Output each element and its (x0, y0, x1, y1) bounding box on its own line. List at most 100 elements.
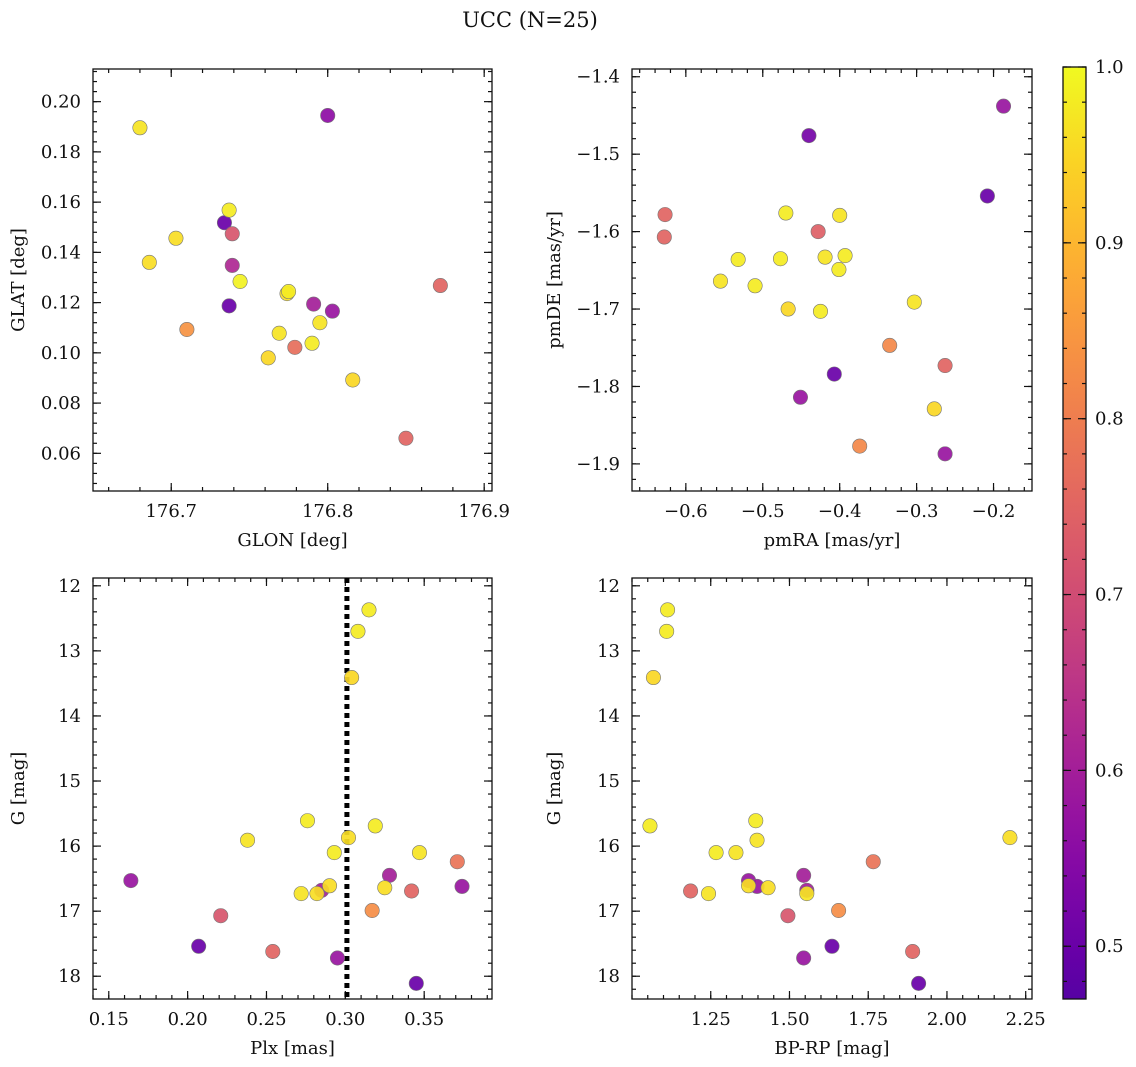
data-point (741, 878, 757, 894)
data-point (179, 321, 195, 337)
data-point (728, 845, 744, 861)
data-point (329, 950, 345, 966)
data-point (780, 301, 796, 317)
data-point (810, 224, 826, 240)
data-point (265, 943, 281, 959)
data-point (906, 294, 922, 310)
data-point (796, 950, 812, 966)
plot-frame (631, 577, 1033, 1000)
data-point (660, 602, 676, 618)
x-tick-label: −0.3 (895, 501, 939, 522)
y-tick-label: 18 (58, 966, 81, 987)
data-point (824, 938, 840, 954)
colorbar-tick-label: 0.9 (1095, 233, 1124, 254)
data-point (304, 335, 320, 351)
data-point (191, 938, 207, 954)
y-axis-label: GLAT [deg] (8, 228, 29, 332)
data-point (645, 670, 661, 686)
panel-bprp-g: 1.25 1.50 1.75 2.00 2.25 12 13 14 15 16 17 18 BP-RP … (544, 576, 1046, 1059)
x-tick-label: 176.9 (458, 501, 510, 522)
data-point (299, 813, 315, 829)
y-tick-label: 0.18 (41, 142, 81, 163)
data-point (408, 975, 424, 991)
data-point (312, 315, 328, 331)
colorbar-tick-label: 0.6 (1095, 760, 1124, 781)
x-tick-label: −0.4 (818, 501, 862, 522)
data-point (656, 229, 672, 245)
data-point (926, 401, 942, 417)
panel-glon-glat: 176.7 176.8 176.9 0.06 0.08 0.10 0.12 0.14 0.16 0… (8, 68, 510, 551)
data-point (432, 278, 448, 294)
data-point (712, 273, 728, 289)
y-tick-label: 0.08 (41, 393, 81, 414)
data-point (979, 188, 995, 204)
x-tick-label: 0.30 (325, 1009, 365, 1030)
panel-pmra-pmde: −0.6 −0.5 −0.4 −0.3 −0.2 −1.9 −1.8 −1.7 −1.6 −1.5… (544, 67, 1033, 551)
y-tick-label: 13 (58, 641, 81, 662)
y-tick-label: 12 (58, 576, 81, 597)
y-tick-label: 13 (597, 641, 620, 662)
data-point (708, 845, 724, 861)
data-point (168, 230, 184, 246)
x-tick-label: 2.00 (927, 1009, 967, 1030)
data-point (232, 274, 248, 290)
x-tick-label: −0.6 (664, 501, 708, 522)
data-point (852, 438, 868, 454)
y-tick-label: 12 (597, 576, 620, 597)
y-tick-label: −1.9 (576, 454, 620, 475)
data-point (657, 207, 673, 223)
data-point (659, 623, 675, 639)
data-point (221, 202, 237, 218)
data-point (780, 908, 796, 924)
x-tick-label: 0.15 (89, 1009, 129, 1030)
data-point (865, 854, 881, 870)
x-axis-label: BP-RP [mag] (774, 1038, 889, 1059)
y-tick-label: 15 (597, 771, 620, 792)
colorbar: 0.5 0.6 0.7 0.8 0.9 1.0 (1062, 57, 1124, 1000)
y-tick-label: 0.16 (41, 192, 81, 213)
data-point (224, 226, 240, 242)
data-point (324, 303, 340, 319)
data-point (642, 818, 658, 834)
x-tick-label: 0.35 (404, 1009, 444, 1030)
data-point (831, 903, 847, 919)
y-axis-label: G [mag] (8, 752, 29, 825)
x-tick-label: 176.8 (302, 501, 354, 522)
colorbar-tick-label: 0.7 (1095, 585, 1124, 606)
data-point (832, 207, 848, 223)
data-point (364, 903, 380, 919)
figure-title: UCC (N=25) (462, 8, 598, 32)
y-tick-label: 14 (58, 706, 81, 727)
data-point (340, 830, 356, 846)
data-point (345, 372, 361, 388)
data-point (213, 908, 229, 924)
y-axis-label: G [mag] (544, 752, 565, 825)
colorbar-tick-label: 0.8 (1095, 409, 1124, 430)
data-point (361, 602, 377, 618)
colorbar-tick-label: 1.0 (1095, 57, 1124, 78)
data-point (398, 430, 414, 446)
data-point (322, 878, 338, 894)
x-axis-label: pmRA [mas/yr] (764, 530, 901, 551)
data-point (411, 845, 427, 861)
data-point (271, 325, 287, 341)
y-tick-label: −1.7 (576, 299, 620, 320)
y-tick-label: 16 (597, 836, 620, 857)
y-tick-label: 0.12 (41, 293, 81, 314)
x-tick-label: 176.7 (145, 501, 197, 522)
data-point (306, 296, 322, 312)
data-point (287, 339, 303, 355)
plot-frame (631, 68, 1033, 492)
y-tick-label: −1.8 (576, 376, 620, 397)
y-tick-label: −1.4 (576, 67, 620, 88)
data-point (404, 883, 420, 899)
x-tick-label: 1.25 (691, 1009, 731, 1030)
data-point (882, 337, 898, 353)
data-point (449, 854, 465, 870)
plot-frame (92, 68, 493, 492)
y-axis-label: pmDE [mas/yr] (544, 211, 565, 349)
x-tick-label: 1.75 (848, 1009, 888, 1030)
data-point (1002, 830, 1018, 846)
data-point (792, 389, 808, 405)
data-point (701, 886, 717, 902)
